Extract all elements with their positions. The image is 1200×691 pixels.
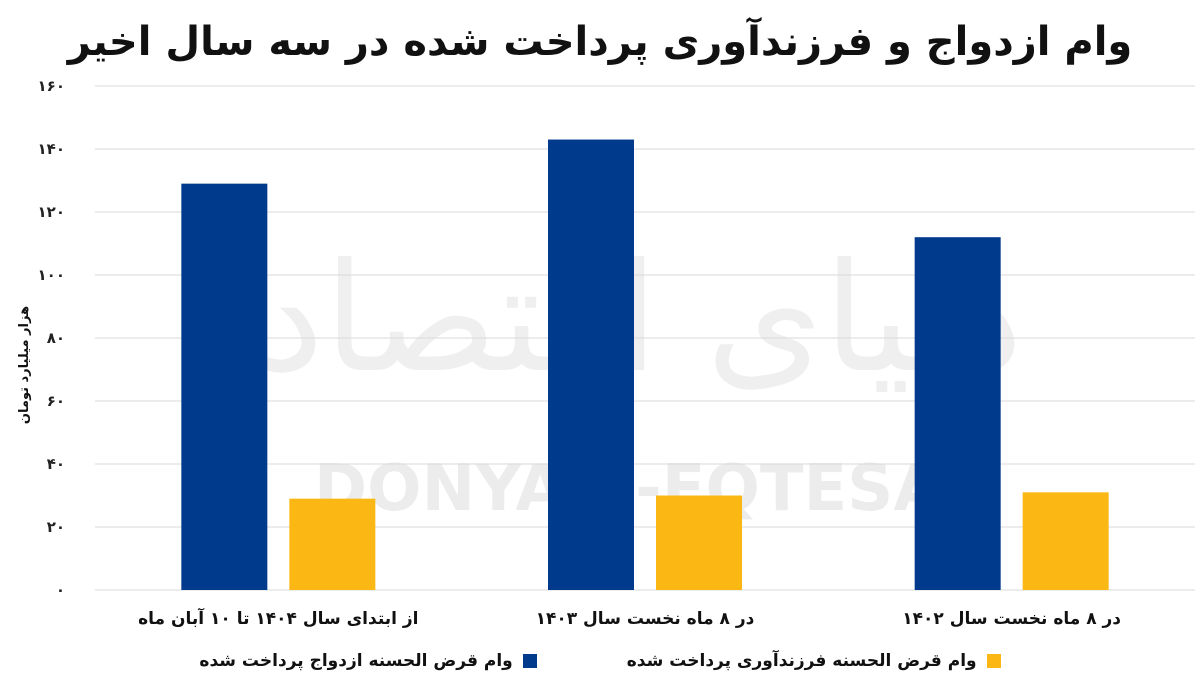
legend-swatch xyxy=(986,654,1001,668)
grid-lines xyxy=(95,85,1195,591)
y-tick-label: ۱۶۰ xyxy=(38,77,65,95)
legend-label: وام قرض الحسنه ازدواج پرداخت شده xyxy=(199,651,513,671)
bar-childbearing-1 xyxy=(656,495,742,590)
legend-swatch xyxy=(522,654,537,668)
legend-label: وام قرض الحسنه فرزندآوری پرداخت شده xyxy=(626,651,977,671)
legend-item: وام قرض الحسنه ازدواج پرداخت شده xyxy=(199,651,537,671)
bar-marriage-2 xyxy=(181,183,268,590)
bar-childbearing-0 xyxy=(1022,492,1109,590)
category-labels: در ۸ ماه نخست سال ۱۴۰۲ در ۸ ماه نخست سال … xyxy=(138,607,1121,629)
legend-item: وام قرض الحسنه فرزندآوری پرداخت شده xyxy=(627,651,1001,671)
legend: وام قرض الحسنه ازدواج پرداخت شده وام قرض … xyxy=(0,644,1200,678)
bar-childbearing-2 xyxy=(289,498,376,590)
y-tick-label: ۱۲۰ xyxy=(38,203,65,221)
bar-marriage-0 xyxy=(914,237,1001,590)
y-tick-label: ۱۴۰ xyxy=(38,140,65,158)
watermark-logo: دنیای اقتصاد xyxy=(257,232,1023,406)
x-category-label: در ۸ ماه نخست سال ۱۴۰۲ xyxy=(902,609,1121,629)
watermark: دنیای اقتصاد DONYA-E-EQTESAD xyxy=(257,232,1023,526)
x-category-label: از ابتدای سال ۱۴۰۴ تا ۱۰ آبان ماه xyxy=(138,607,418,629)
x-category-label: در ۸ ماه نخست سال ۱۴۰۳ xyxy=(536,609,755,629)
y-tick-label: ۱۰۰ xyxy=(38,266,65,284)
y-axis-title: هزار میلیارد تومان xyxy=(17,306,32,424)
y-axis-ticks: ۰ ۲۰ ۴۰ ۶۰ ۸۰ ۱۰۰ ۱۲۰ ۱۴۰ ۱۶۰ xyxy=(38,77,65,599)
y-tick-label: ۸۰ xyxy=(47,329,65,347)
y-tick-label: ۴۰ xyxy=(47,455,65,473)
y-tick-label: ۶۰ xyxy=(47,392,65,410)
watermark-text: DONYA-E-EQTESAD xyxy=(314,452,996,526)
chart-title: وام ازدواج و فرزندآوری پرداخت شده در سه … xyxy=(67,19,1133,65)
bars xyxy=(181,139,1109,591)
bar-marriage-1 xyxy=(548,139,634,591)
y-tick-label: ۲۰ xyxy=(47,518,65,536)
y-tick-label: ۰ xyxy=(56,581,65,599)
